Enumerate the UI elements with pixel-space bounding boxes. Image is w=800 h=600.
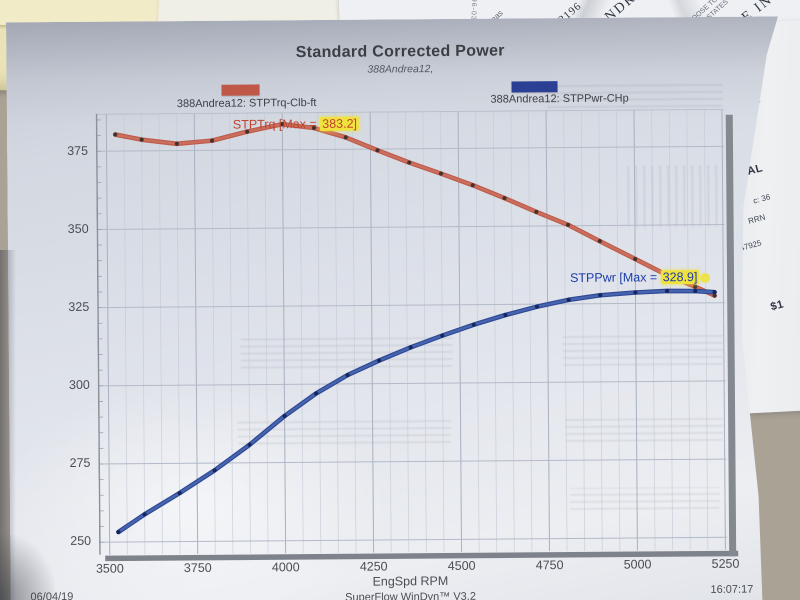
legend-swatch-power — [511, 81, 557, 92]
x-tick-label: 4000 — [271, 560, 300, 575]
power-max-highlight: 328.9] — [662, 270, 698, 285]
power-max-annotation: STPPwr [Max = 328.9] — [570, 270, 711, 285]
y-tick-label: 300 — [68, 377, 90, 393]
invoice-line: $1 — [769, 298, 786, 314]
photo-corner-shadow — [0, 535, 55, 600]
x-tick-label: 3750 — [183, 560, 212, 576]
torque-max-highlight: 383.2] — [322, 116, 358, 131]
plot-area — [96, 109, 740, 570]
x-tick-label: 3500 — [95, 561, 124, 576]
y-tick-label: 350 — [67, 221, 89, 236]
footer-time: 16:07:17 — [710, 583, 754, 596]
legend-swatch-torque — [222, 84, 260, 95]
y-tick-label: 250 — [70, 534, 92, 549]
photo-edge-shadow — [0, 250, 16, 600]
y-tick-label: 275 — [69, 456, 91, 471]
x-tick-label: 4750 — [535, 558, 564, 573]
yellow-marker-blob — [700, 273, 710, 283]
x-tick-label: 4500 — [447, 558, 476, 573]
x-tick-label: 5250 — [711, 556, 740, 571]
dyno-chart-paper: Standard Corrected Power 388Andrea12, 38… — [6, 16, 783, 600]
x-axis-label: EngSpd RPM — [372, 573, 449, 589]
legend-label-power: 388Andrea12: STPPwr-CHp — [490, 92, 629, 106]
footer-software: SuperFlow WinDyn™ V3.2 — [345, 590, 476, 600]
legend-label-torque: 388Andrea12: STPTrq-Clb-ft — [176, 96, 317, 111]
x-tick-label: 5000 — [623, 557, 652, 572]
torque-max-annotation: STPTrq [Max = 383.2] — [232, 116, 358, 132]
invoice-line: c: 36 — [752, 192, 772, 206]
invoice-line: RRN — [747, 212, 767, 226]
x-tick-label: 4250 — [359, 559, 388, 574]
y-tick-label: 375 — [67, 143, 89, 158]
chart-title: Standard Corrected Power — [295, 42, 505, 62]
chart-subtitle: 388Andrea12, — [367, 63, 434, 76]
dyno-curves-plot — [96, 109, 740, 565]
y-tick-label: 325 — [68, 299, 90, 314]
